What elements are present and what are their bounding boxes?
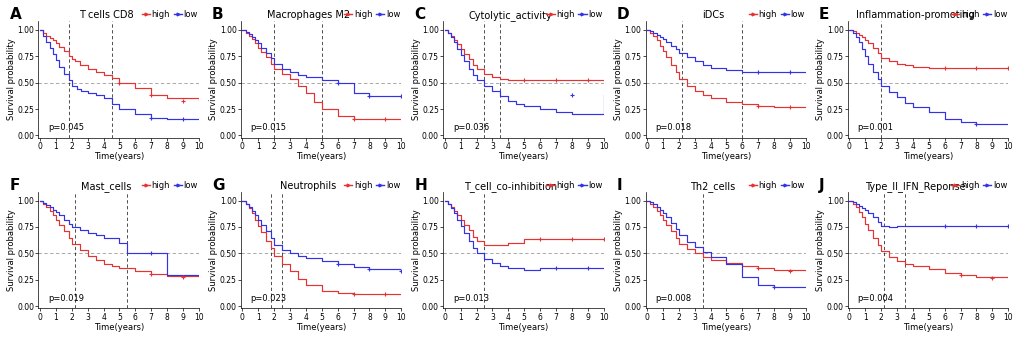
Title: Th2_cells: Th2_cells bbox=[690, 181, 735, 192]
X-axis label: Time(years): Time(years) bbox=[94, 152, 144, 161]
Y-axis label: Survival probability: Survival probability bbox=[412, 39, 420, 120]
X-axis label: Time(years): Time(years) bbox=[700, 152, 750, 161]
Y-axis label: Survival probability: Survival probability bbox=[815, 210, 824, 291]
Title: Neutrophils: Neutrophils bbox=[280, 181, 336, 191]
Text: D: D bbox=[616, 7, 629, 22]
X-axis label: Time(years): Time(years) bbox=[497, 152, 548, 161]
Text: p=0.036: p=0.036 bbox=[452, 123, 488, 132]
Legend: high, low: high, low bbox=[950, 10, 1007, 19]
Title: T_cell_co-inhibition: T_cell_co-inhibition bbox=[464, 181, 556, 192]
Legend: high, low: high, low bbox=[546, 181, 602, 190]
Legend: high, low: high, low bbox=[142, 10, 198, 19]
Y-axis label: Survival probability: Survival probability bbox=[209, 210, 218, 291]
Legend: high, low: high, low bbox=[950, 181, 1007, 190]
Text: p=0.023: p=0.023 bbox=[251, 294, 286, 303]
Text: C: C bbox=[414, 7, 425, 22]
X-axis label: Time(years): Time(years) bbox=[94, 323, 144, 332]
X-axis label: Time(years): Time(years) bbox=[497, 323, 548, 332]
X-axis label: Time(years): Time(years) bbox=[902, 152, 952, 161]
Text: p=0.013: p=0.013 bbox=[452, 294, 488, 303]
Text: p=0.045: p=0.045 bbox=[48, 123, 84, 132]
Legend: high, low: high, low bbox=[546, 10, 602, 19]
Legend: high, low: high, low bbox=[748, 181, 804, 190]
X-axis label: Time(years): Time(years) bbox=[296, 323, 345, 332]
X-axis label: Time(years): Time(years) bbox=[902, 323, 952, 332]
Title: Type_II_IFN_Reponse: Type_II_IFN_Reponse bbox=[864, 181, 965, 192]
Title: iDCs: iDCs bbox=[701, 11, 723, 20]
Y-axis label: Survival probability: Survival probability bbox=[613, 39, 623, 120]
Y-axis label: Survival probability: Survival probability bbox=[613, 210, 623, 291]
Title: Cytolytic_activity: Cytolytic_activity bbox=[468, 10, 552, 21]
Y-axis label: Survival probability: Survival probability bbox=[209, 39, 218, 120]
Legend: high, low: high, low bbox=[748, 10, 804, 19]
Text: H: H bbox=[414, 178, 427, 193]
X-axis label: Time(years): Time(years) bbox=[700, 323, 750, 332]
X-axis label: Time(years): Time(years) bbox=[296, 152, 345, 161]
Text: F: F bbox=[9, 178, 20, 193]
Legend: high, low: high, low bbox=[343, 181, 399, 190]
Legend: high, low: high, low bbox=[343, 10, 399, 19]
Text: G: G bbox=[212, 178, 224, 193]
Title: Inflammation-promoting: Inflammation-promoting bbox=[855, 11, 973, 20]
Text: J: J bbox=[818, 178, 823, 193]
Text: B: B bbox=[212, 7, 223, 22]
Text: p=0.015: p=0.015 bbox=[251, 123, 286, 132]
Text: p=0.018: p=0.018 bbox=[654, 123, 691, 132]
Y-axis label: Survival probability: Survival probability bbox=[7, 39, 16, 120]
Y-axis label: Survival probability: Survival probability bbox=[815, 39, 824, 120]
Title: Macrophages M2: Macrophages M2 bbox=[266, 11, 350, 20]
Text: p=0.019: p=0.019 bbox=[48, 294, 84, 303]
Text: p=0.001: p=0.001 bbox=[857, 123, 893, 132]
Title: T cells CD8: T cells CD8 bbox=[78, 11, 133, 20]
Text: E: E bbox=[818, 7, 828, 22]
Y-axis label: Survival probability: Survival probability bbox=[412, 210, 420, 291]
Title: Mast_cells: Mast_cells bbox=[81, 181, 130, 192]
Text: A: A bbox=[9, 7, 21, 22]
Y-axis label: Survival probability: Survival probability bbox=[7, 210, 16, 291]
Legend: high, low: high, low bbox=[142, 181, 198, 190]
Text: p=0.004: p=0.004 bbox=[857, 294, 893, 303]
Text: I: I bbox=[616, 178, 622, 193]
Text: p=0.008: p=0.008 bbox=[654, 294, 691, 303]
